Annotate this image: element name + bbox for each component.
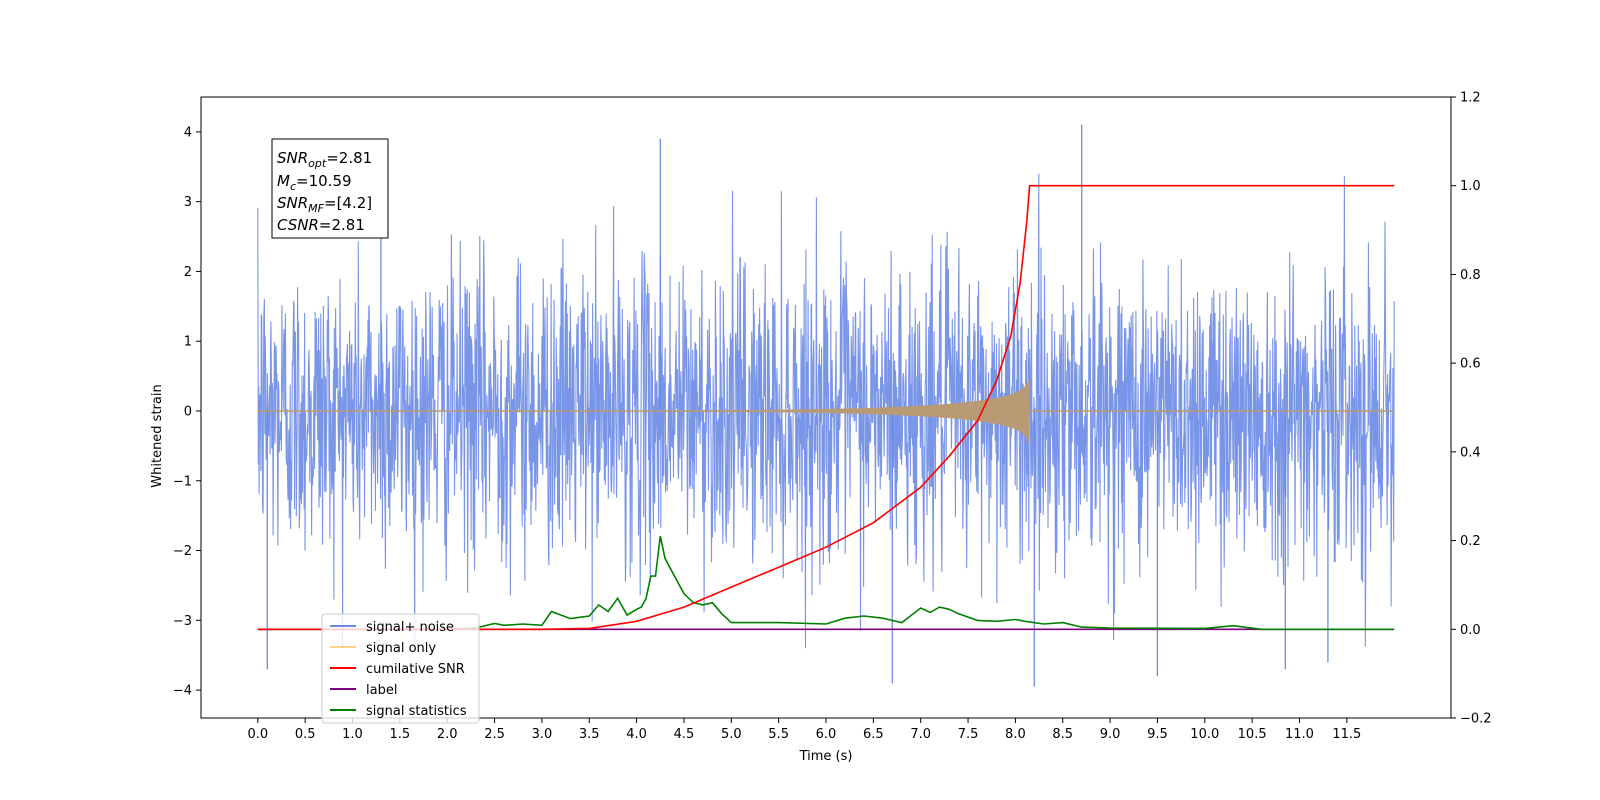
x-tick-label: 0.0 bbox=[247, 727, 268, 742]
annotation-csnr: CSNR=2.81 bbox=[277, 216, 365, 234]
y2-tick-label: 0.2 bbox=[1460, 534, 1481, 549]
x-tick-label: 2.5 bbox=[484, 727, 505, 742]
y-tick-label: −3 bbox=[173, 614, 192, 629]
y-tick-label: 0 bbox=[184, 404, 192, 419]
y-tick-label: 3 bbox=[184, 195, 192, 210]
x-tick-label: 10.5 bbox=[1238, 727, 1267, 742]
series-signal-noise-line bbox=[257, 173, 1395, 649]
legend-label-signal-noise: signal+ noise bbox=[366, 620, 454, 635]
x-tick-label: 7.0 bbox=[910, 727, 931, 742]
x-tick-label: 8.0 bbox=[1005, 727, 1026, 742]
legend: signal+ noise signal only cumilative SNR… bbox=[321, 613, 480, 724]
y2-tick-label: 0.0 bbox=[1460, 623, 1481, 638]
annotation-snr-mf: SNRMF=[4.2] bbox=[277, 194, 372, 215]
x-tick-label: 11.5 bbox=[1332, 727, 1361, 742]
series-signal-statistics-line bbox=[257, 535, 1395, 631]
y-tick-label: −2 bbox=[173, 544, 192, 559]
x-tick-label: 7.5 bbox=[958, 727, 979, 742]
y2-tick-label: 0.8 bbox=[1460, 268, 1481, 283]
x-tick-label: 11.0 bbox=[1285, 727, 1314, 742]
x-tick-label: 2.0 bbox=[437, 727, 458, 742]
legend-label-cumulative-snr: cumilative SNR bbox=[366, 662, 465, 677]
x-tick-label: 3.5 bbox=[579, 727, 600, 742]
x-tick-label: 0.5 bbox=[295, 727, 316, 742]
y2-tick-label: 0.6 bbox=[1460, 357, 1481, 372]
x-axis-title: Time (s) bbox=[799, 749, 853, 764]
series-cumulative-snr-line bbox=[257, 184, 1395, 631]
annotation-mc: Mc=10.59 bbox=[277, 172, 352, 193]
x-tick-label: 9.0 bbox=[1100, 727, 1121, 742]
legend-label-signal-statistics: signal statistics bbox=[366, 704, 467, 719]
y2-tick-label: −0.2 bbox=[1460, 712, 1492, 727]
y-tick-label: 1 bbox=[184, 335, 192, 350]
annotation-snr-opt: SNRopt=2.81 bbox=[277, 149, 372, 170]
stats-annotation-box: SNRopt=2.81 Mc=10.59 SNRMF=[4.2] CSNR=2.… bbox=[271, 138, 389, 239]
x-tick-label: 4.0 bbox=[626, 727, 647, 742]
x-tick-label: 5.0 bbox=[721, 727, 742, 742]
x-tick-label: 9.5 bbox=[1147, 727, 1168, 742]
x-tick-label: 8.5 bbox=[1052, 727, 1073, 742]
x-tick-label: 6.5 bbox=[863, 727, 884, 742]
x-tick-label: 6.0 bbox=[816, 727, 837, 742]
legend-label-signal-only: signal only bbox=[366, 641, 436, 656]
y2-tick-label: 0.4 bbox=[1460, 445, 1481, 460]
x-tick-label: 10.0 bbox=[1190, 727, 1219, 742]
y-tick-label: −1 bbox=[173, 474, 192, 489]
y-tick-label: 2 bbox=[184, 265, 192, 280]
x-tick-label: 3.0 bbox=[532, 727, 553, 742]
x-tick-label: 1.0 bbox=[342, 727, 363, 742]
x-tick-label: 4.5 bbox=[674, 727, 695, 742]
y-tick-label: −4 bbox=[173, 684, 192, 699]
y2-tick-label: 1.0 bbox=[1460, 179, 1481, 194]
y-tick-label: 4 bbox=[184, 125, 192, 140]
legend-label-label: label bbox=[366, 683, 397, 698]
y2-tick-label: 1.2 bbox=[1460, 91, 1481, 106]
x-tick-label: 5.5 bbox=[768, 727, 789, 742]
x-tick-label: 1.5 bbox=[390, 727, 411, 742]
y-axis-title: Whitened strain bbox=[150, 384, 165, 487]
